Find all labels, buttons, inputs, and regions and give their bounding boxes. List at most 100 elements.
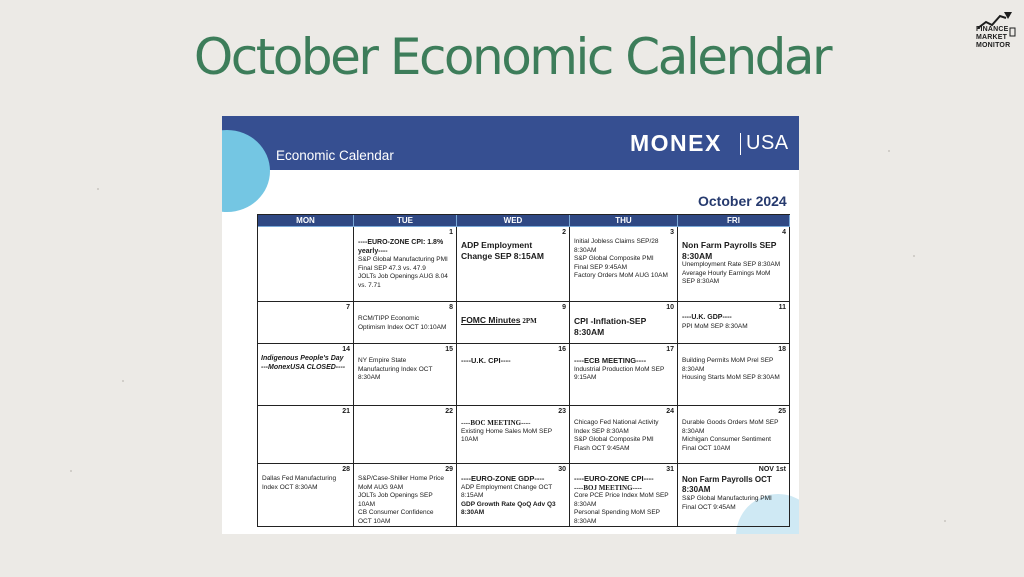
day-cell: 9 FOMC Minutes 2PM (457, 302, 570, 344)
day-cell: 4 Non Farm Payrolls SEP 8:30AM Unemploym… (678, 227, 790, 302)
day-number: 28 (342, 466, 350, 473)
month-label: October 2024 (698, 193, 787, 209)
event-line: Average Hourly Earnings MoM SEP 8:30AM (682, 269, 771, 286)
event-line: ----EURO-ZONE CPI: 1.8% yearly---- (358, 239, 444, 255)
day-cell: 28 Dallas Fed Manufacturing Index OCT 8:… (258, 464, 354, 527)
event-time: 2PM (522, 317, 537, 325)
event-line: GDP Growth Rate QoQ Adv Q3 8:30AM (461, 500, 556, 517)
event-line: ----BOJ MEETING---- (574, 483, 642, 492)
page-title: October Economic Calendar (193, 28, 833, 86)
calendar-grid: MON TUE WED THU FRI 1 ----EURO-ZONE CPI:… (257, 214, 790, 527)
day-number: 17 (666, 346, 674, 353)
day-cell: 30 ----EURO-ZONE GDP---- ADP Employment … (457, 464, 570, 527)
event-line: S&P Global Composite PMI Final SEP 9:45A… (574, 255, 654, 271)
event-line: S&P Global Manufacturing PMI Final SEP 4… (358, 256, 448, 272)
day-number: 31 (666, 466, 674, 473)
day-cell: 10 CPI -Inflation-SEP 8:30AM (570, 302, 678, 344)
event-line: Indigenous People's Day (261, 355, 344, 362)
day-number: 18 (778, 346, 786, 353)
event-line: RCM/TIPP Economic Optimism Index OCT 10:… (358, 315, 447, 331)
event-line: Housing Starts MoM SEP 8:30AM (682, 374, 780, 382)
brand-divider (740, 133, 741, 155)
event-line: ----ECB MEETING---- (574, 356, 647, 365)
event-line: Michigan Consumer Sentiment Final OCT 10… (682, 436, 771, 452)
day-cell: 8 RCM/TIPP Economic Optimism Index OCT 1… (354, 302, 457, 344)
day-cell: 22 (354, 406, 457, 464)
event-line: S&P Global Composite PMI Flash OCT 9:45A… (574, 436, 654, 452)
event-line: NY Empire State Manufacturing Index OCT … (358, 357, 433, 382)
day-cell: 24 Chicago Fed National Activity Index S… (570, 406, 678, 464)
day-cell: 1 ----EURO-ZONE CPI: 1.8% yearly---- S&P… (354, 227, 457, 302)
day-number: 4 (782, 229, 786, 236)
event-line: S&P/Case-Shiller Home Price MoM AUG 9AM (358, 475, 444, 491)
day-number: 23 (558, 408, 566, 415)
day-number: 1 (449, 229, 453, 236)
day-number: 25 (778, 408, 786, 415)
logo-line-2: MARKET (976, 34, 1008, 41)
day-cell: 23 ----BOC MEETING---- Existing Home Sal… (457, 406, 570, 464)
day-cell: 11 ----U.K. GDP---- PPI MoM SEP 8:30AM (678, 302, 790, 344)
event-line: Core PCE Price Index MoM SEP 8:30AM (574, 492, 669, 508)
day-number: 14 (342, 346, 350, 353)
day-cell: 14 Indigenous People's Day ---MonexUSA C… (258, 344, 354, 406)
logo-line-3: MONITOR (976, 42, 1011, 49)
event-line: ----U.K. CPI---- (461, 356, 511, 365)
event-line: Non Farm Payrolls SEP 8:30AM (682, 240, 777, 261)
event-line: Durable Goods Orders MoM SEP 8:30AM (682, 419, 779, 435)
day-number: 10 (666, 304, 674, 311)
event-line: S&P Global Manufacturing PMI Final OCT 9… (682, 495, 772, 511)
day-cell: 2 ADP Employment Change SEP 8:15AM (457, 227, 570, 302)
header-tue: TUE (354, 215, 457, 227)
day-cell: 18 Building Permits MoM Prel SEP 8:30AM … (678, 344, 790, 406)
event-line: ADP Employment Change OCT 8:15AM (461, 483, 553, 500)
event-line: Unemployment Rate SEP 8:30AM (682, 261, 781, 268)
finance-market-monitor-logo: FINANCE MARKET MONITOR (974, 10, 1018, 52)
event-line: Existing Home Sales MoM SEP 10AM (461, 427, 552, 444)
day-cell (258, 227, 354, 302)
day-cell: NOV 1st Non Farm Payrolls OCT 8:30AM S&P… (678, 464, 790, 527)
event-line: CPI -Inflation-SEP 8:30AM (574, 316, 647, 337)
day-number: 22 (445, 408, 453, 415)
header-mon: MON (258, 215, 354, 227)
event-line: Industrial Production MoM SEP 9:15AM (574, 365, 665, 382)
day-number: 11 (778, 304, 786, 311)
event-line: CB Consumer Confidence OCT 10AM (358, 509, 434, 525)
day-number: 3 (670, 229, 674, 236)
day-cell: 15 NY Empire State Manufacturing Index O… (354, 344, 457, 406)
banner-title: Economic Calendar (276, 148, 394, 163)
event-line: Factory Orders MoM AUG 10AM (574, 272, 668, 280)
header-fri: FRI (678, 215, 790, 227)
logo-line-1: FINANCE (976, 26, 1009, 33)
day-number: 16 (558, 346, 566, 353)
event-line: Personal Spending MoM SEP 8:30AM (574, 509, 660, 525)
day-number: 7 (346, 304, 350, 311)
header-wed: WED (457, 215, 570, 227)
calendar-card: Economic Calendar MONEX USA October 2024… (222, 116, 799, 534)
day-cell: 7 (258, 302, 354, 344)
chart-arrow-icon (977, 12, 1016, 37)
day-number: 21 (342, 408, 350, 415)
monex-brand: MONEX (630, 130, 722, 156)
event-line: Building Permits MoM Prel SEP 8:30AM (682, 357, 774, 373)
event-line: Chicago Fed National Activity Index SEP … (574, 419, 659, 435)
event-line: ADP Employment Change SEP 8:15AM (461, 240, 544, 261)
calendar-banner: Economic Calendar MONEX USA (222, 116, 799, 170)
day-number: 30 (558, 466, 566, 473)
event-line: FOMC Minutes (461, 315, 521, 325)
day-cell: 25 Durable Goods Orders MoM SEP 8:30AM M… (678, 406, 790, 464)
event-line: Dallas Fed Manufacturing Index OCT 8:30A… (262, 475, 337, 491)
event-line: Non Farm Payrolls OCT 8:30AM (682, 475, 772, 494)
event-line: JOLTs Job Openings AUG 8.04 vs. 7.71 (358, 273, 448, 289)
event-line: ----BOC MEETING---- (461, 419, 531, 427)
event-line: PPI MoM SEP 8:30AM (682, 322, 748, 330)
event-line: ----EURO-ZONE GDP---- (461, 474, 545, 483)
event-line: ---MonexUSA CLOSED---- (261, 363, 346, 371)
header-thu: THU (570, 215, 678, 227)
event-line: JOLTs Job Openings SEP 10AM (358, 492, 433, 508)
day-number: 8 (449, 304, 453, 311)
day-cell: 17 ----ECB MEETING---- Industrial Produc… (570, 344, 678, 406)
day-cell: 21 (258, 406, 354, 464)
event-line: ----EURO-ZONE CPI---- (574, 474, 654, 483)
day-number: 2 (562, 229, 566, 236)
day-cell: 3 Initial Jobless Claims SEP/28 8:30AM S… (570, 227, 678, 302)
